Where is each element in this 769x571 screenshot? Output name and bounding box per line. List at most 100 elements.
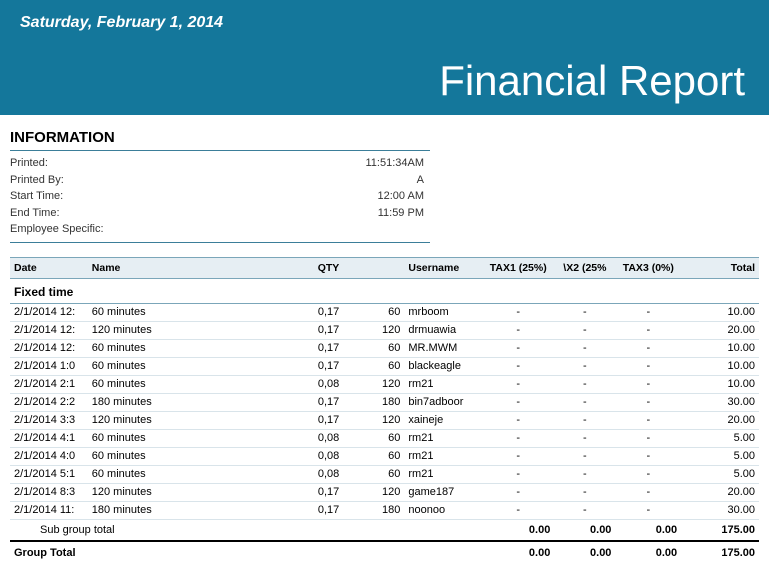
cell-name: 60 minutes bbox=[88, 447, 210, 465]
cell-blank bbox=[210, 303, 277, 321]
info-value bbox=[150, 221, 430, 238]
info-label: Start Time: bbox=[10, 188, 150, 205]
cell-name: 180 minutes bbox=[88, 393, 210, 411]
cell-qty: 0,17 bbox=[277, 321, 344, 339]
cell-tax3: - bbox=[615, 303, 681, 321]
subtotal-label: Sub group total bbox=[10, 519, 404, 541]
cell-qn: 120 bbox=[343, 411, 404, 429]
cell-tax1: - bbox=[482, 357, 554, 375]
cell-tax1: - bbox=[482, 501, 554, 519]
info-value: A bbox=[150, 172, 430, 189]
info-row: Start Time:12:00 AM bbox=[10, 188, 430, 205]
cell-user: rm21 bbox=[404, 465, 482, 483]
cell-date: 2/1/2014 11: bbox=[10, 501, 88, 519]
cell-user: blackeagle bbox=[404, 357, 482, 375]
cell-total: 30.00 bbox=[681, 501, 759, 519]
info-value: 11:59 PM bbox=[150, 205, 430, 222]
cell-qty: 0,17 bbox=[277, 501, 344, 519]
table-row: 2/1/2014 5:160 minutes0,0860rm21---5.00 bbox=[10, 465, 759, 483]
info-row: Printed:11:51:34AM bbox=[10, 155, 430, 172]
cell-tax2: - bbox=[554, 375, 615, 393]
cell-date: 2/1/2014 2:1 bbox=[10, 375, 88, 393]
cell-name: 60 minutes bbox=[88, 303, 210, 321]
cell-qty: 0,08 bbox=[277, 375, 344, 393]
cell-tax2: - bbox=[554, 357, 615, 375]
report-table: Date Name QTY Username TAX1 (25%) \X2 (2… bbox=[10, 257, 759, 562]
cell-tax1: - bbox=[482, 375, 554, 393]
table-row: 2/1/2014 2:160 minutes0,08120rm21---10.0… bbox=[10, 375, 759, 393]
cell-user: MR.MWM bbox=[404, 339, 482, 357]
subtotal-row: Sub group total 0.00 0.00 0.00 175.00 bbox=[10, 519, 759, 541]
cell-date: 2/1/2014 12: bbox=[10, 303, 88, 321]
info-block: Printed:11:51:34AMPrinted By:AStart Time… bbox=[10, 150, 430, 243]
cell-qty: 0,17 bbox=[277, 357, 344, 375]
info-row: End Time:11:59 PM bbox=[10, 205, 430, 222]
cell-qty: 0,17 bbox=[277, 483, 344, 501]
cell-user: mrboom bbox=[404, 303, 482, 321]
cell-tax2: - bbox=[554, 429, 615, 447]
cell-qn: 120 bbox=[343, 375, 404, 393]
cell-qn: 180 bbox=[343, 501, 404, 519]
report-header: Saturday, February 1, 2014 Financial Rep… bbox=[0, 0, 769, 115]
table-row: 2/1/2014 12:120 minutes0,17120drmuawia--… bbox=[10, 321, 759, 339]
cell-tax3: - bbox=[615, 429, 681, 447]
col-blank bbox=[210, 257, 277, 278]
cell-qty: 0,08 bbox=[277, 429, 344, 447]
cell-tax3: - bbox=[615, 357, 681, 375]
table-header-row: Date Name QTY Username TAX1 (25%) \X2 (2… bbox=[10, 257, 759, 278]
cell-blank bbox=[210, 393, 277, 411]
col-qty: QTY bbox=[277, 257, 344, 278]
cell-user: drmuawia bbox=[404, 321, 482, 339]
cell-qn: 60 bbox=[343, 357, 404, 375]
cell-total: 20.00 bbox=[681, 483, 759, 501]
cell-tax3: - bbox=[615, 465, 681, 483]
cell-tax2: - bbox=[554, 321, 615, 339]
cell-total: 10.00 bbox=[681, 375, 759, 393]
cell-total: 10.00 bbox=[681, 303, 759, 321]
cell-tax3: - bbox=[615, 321, 681, 339]
cell-name: 60 minutes bbox=[88, 375, 210, 393]
cell-blank bbox=[210, 339, 277, 357]
cell-qn: 60 bbox=[343, 339, 404, 357]
cell-user: game187 bbox=[404, 483, 482, 501]
grandtotal-tax2: 0.00 bbox=[554, 541, 615, 562]
cell-name: 120 minutes bbox=[88, 483, 210, 501]
cell-tax2: - bbox=[554, 303, 615, 321]
cell-qn: 60 bbox=[343, 465, 404, 483]
cell-tax1: - bbox=[482, 447, 554, 465]
cell-user: rm21 bbox=[404, 375, 482, 393]
cell-qty: 0,08 bbox=[277, 465, 344, 483]
cell-tax1: - bbox=[482, 339, 554, 357]
grandtotal-label: Group Total bbox=[10, 541, 404, 562]
cell-date: 2/1/2014 8:3 bbox=[10, 483, 88, 501]
cell-tax2: - bbox=[554, 411, 615, 429]
cell-blank bbox=[210, 357, 277, 375]
cell-tax2: - bbox=[554, 393, 615, 411]
info-label: Printed By: bbox=[10, 172, 150, 189]
cell-date: 2/1/2014 4:1 bbox=[10, 429, 88, 447]
cell-blank bbox=[210, 321, 277, 339]
table-row: 2/1/2014 1:060 minutes0,1760blackeagle--… bbox=[10, 357, 759, 375]
table-row: 2/1/2014 4:060 minutes0,0860rm21---5.00 bbox=[10, 447, 759, 465]
cell-qn: 60 bbox=[343, 429, 404, 447]
cell-user: bin7adboor bbox=[404, 393, 482, 411]
cell-qty: 0,17 bbox=[277, 411, 344, 429]
grandtotal-total: 175.00 bbox=[681, 541, 759, 562]
info-row: Printed By:A bbox=[10, 172, 430, 189]
cell-name: 120 minutes bbox=[88, 411, 210, 429]
cell-tax3: - bbox=[615, 501, 681, 519]
cell-total: 10.00 bbox=[681, 339, 759, 357]
cell-total: 5.00 bbox=[681, 447, 759, 465]
cell-tax1: - bbox=[482, 393, 554, 411]
cell-qn: 120 bbox=[343, 483, 404, 501]
cell-tax2: - bbox=[554, 447, 615, 465]
cell-qty: 0,08 bbox=[277, 447, 344, 465]
cell-tax3: - bbox=[615, 375, 681, 393]
cell-user: rm21 bbox=[404, 429, 482, 447]
col-name: Name bbox=[88, 257, 210, 278]
cell-qty: 0,17 bbox=[277, 303, 344, 321]
col-date: Date bbox=[10, 257, 88, 278]
cell-name: 120 minutes bbox=[88, 321, 210, 339]
cell-blank bbox=[210, 411, 277, 429]
col-qn bbox=[343, 257, 404, 278]
